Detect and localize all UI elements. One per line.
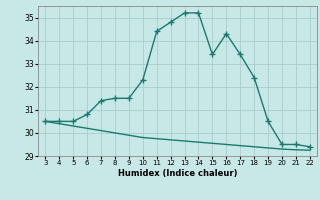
X-axis label: Humidex (Indice chaleur): Humidex (Indice chaleur) (118, 169, 237, 178)
